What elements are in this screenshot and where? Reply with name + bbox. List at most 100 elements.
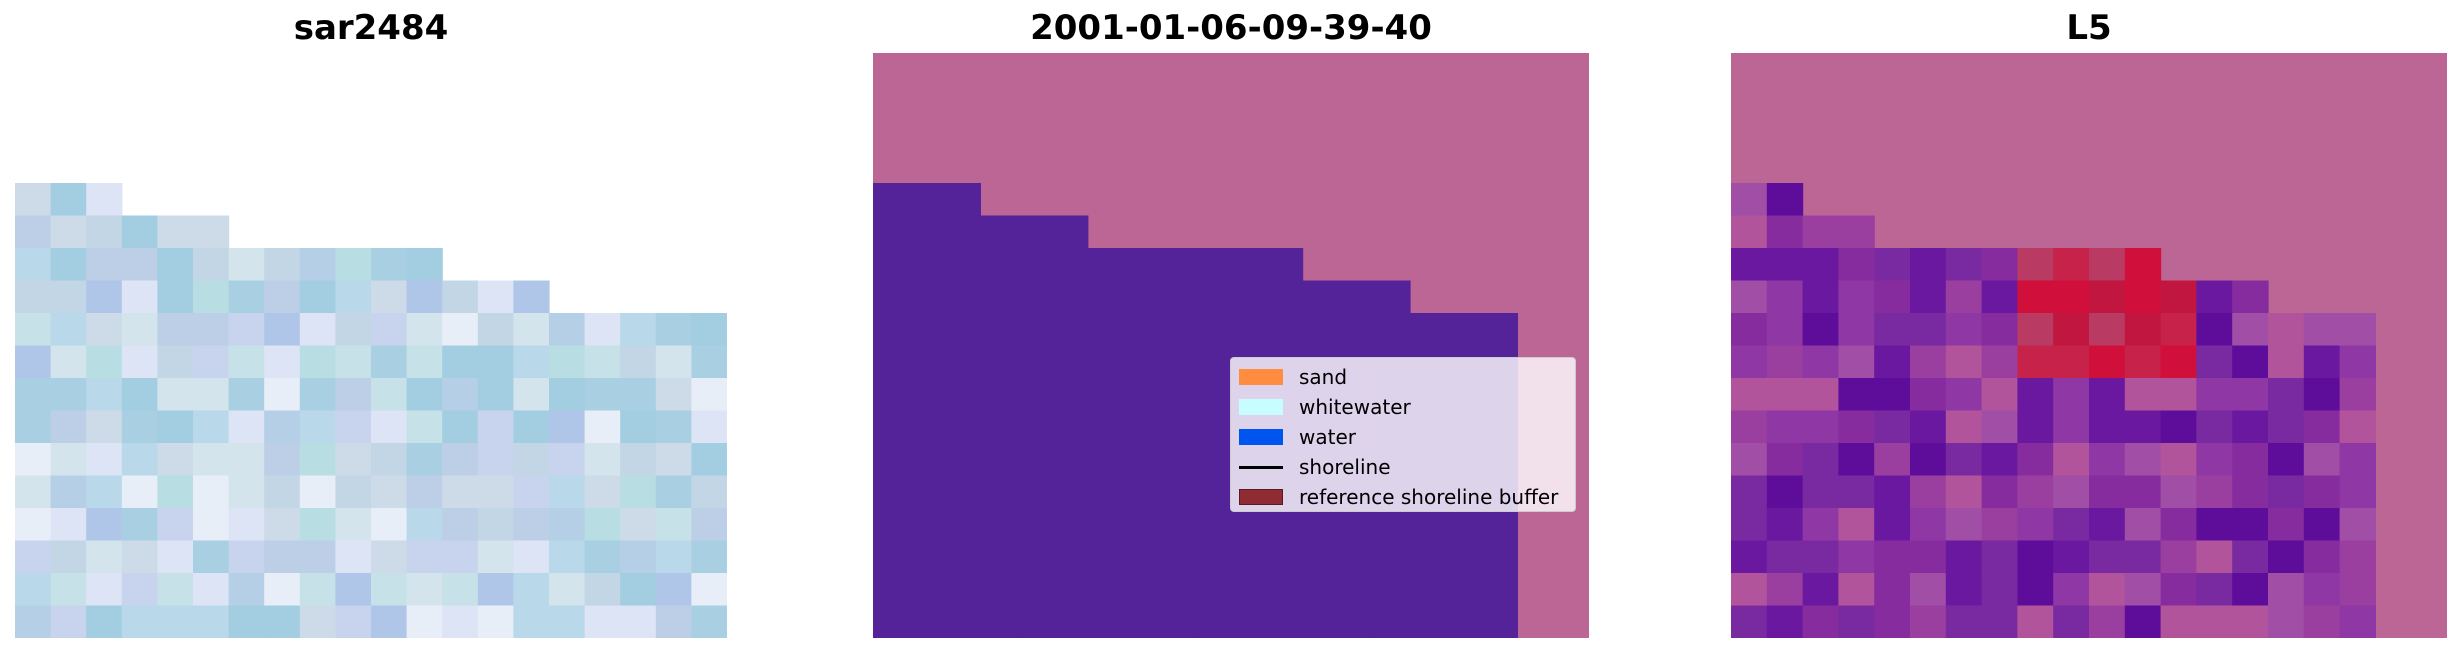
ndwi-pixel xyxy=(2053,605,2090,639)
rgb-pixel xyxy=(121,475,158,509)
rgb-pixel xyxy=(513,540,550,574)
rgb-pixel xyxy=(406,248,443,282)
rgb-pixel xyxy=(299,475,336,509)
ndwi-pixel xyxy=(1838,280,1875,314)
legend-item-shoreline: shoreline xyxy=(1237,452,1569,482)
rgb-pixel xyxy=(371,248,408,282)
rgb-pixel xyxy=(513,605,550,639)
rgb-pixel xyxy=(549,443,586,477)
rgb-pixel xyxy=(15,378,52,412)
ndwi-pixel xyxy=(2017,378,2054,412)
ndwi-pixel xyxy=(2160,345,2197,379)
ndwi-pixel xyxy=(1838,540,1875,574)
rgb-pixel xyxy=(371,345,408,379)
ndwi-pixel xyxy=(2160,378,2197,412)
ndwi-pixel xyxy=(2089,475,2126,509)
ndwi-pixel xyxy=(2160,443,2197,477)
ndwi-pixel xyxy=(1874,573,1911,607)
rgb-pixel xyxy=(691,508,728,542)
rgb-pixel xyxy=(691,573,728,607)
water-area xyxy=(908,183,946,638)
ndwi-pixel xyxy=(1838,248,1875,282)
ndwi-pixel xyxy=(1910,378,1947,412)
ndwi-pixel xyxy=(1945,248,1983,282)
ndwi-pixel xyxy=(2339,313,2376,347)
rgb-pixel xyxy=(193,378,230,412)
ndwi-pixel xyxy=(2089,280,2126,314)
rgb-pixel xyxy=(86,345,123,379)
ndwi-pixel xyxy=(2268,508,2305,542)
rgb-pixel xyxy=(584,508,621,542)
rgb-pixel xyxy=(121,248,158,282)
ndwi-pixel xyxy=(1731,508,1768,542)
ndwi-pixel xyxy=(1945,540,1983,574)
ndwi-pixel xyxy=(2303,313,2341,347)
rgb-pixel xyxy=(50,475,87,509)
ndwi-pixel xyxy=(1766,280,1804,314)
rgb-pixel xyxy=(549,573,586,607)
ndwi-pixel xyxy=(1731,410,1768,444)
ndwi-pixel xyxy=(1838,345,1875,379)
rgb-pixel xyxy=(15,508,52,542)
ndwi-pixel xyxy=(1910,345,1947,379)
ndwi-pixel xyxy=(2017,410,2054,444)
ndwi-pixel xyxy=(2017,248,2054,282)
ndwi-pixel xyxy=(2196,280,2233,314)
rgb-pixel xyxy=(371,540,408,574)
ndwi-pixel xyxy=(2196,508,2233,542)
rgb-pixel xyxy=(299,345,336,379)
rgb-pixel xyxy=(299,313,336,347)
rgb-pixel xyxy=(86,215,123,249)
ndwi-image-panel xyxy=(1731,53,2447,639)
rgb-pixel xyxy=(86,540,123,574)
rgb-pixel xyxy=(193,475,230,509)
rgb-pixel xyxy=(477,410,514,444)
ndwi-pixel xyxy=(2160,410,2197,444)
rgb-pixel xyxy=(620,313,657,347)
rgb-pixel xyxy=(228,508,265,542)
rgb-pixel xyxy=(157,378,194,412)
ndwi-pixel xyxy=(2303,540,2341,574)
legend-label: sand xyxy=(1299,365,1348,389)
classification-panel xyxy=(873,53,1589,638)
rgb-pixel xyxy=(335,475,372,509)
ndwi-pixel xyxy=(2339,378,2376,412)
ndwi-pixel xyxy=(2089,313,2126,347)
rgb-pixel xyxy=(371,410,408,444)
water-area xyxy=(1195,248,1232,638)
rgb-pixel xyxy=(50,508,87,542)
ndwi-pixel xyxy=(2196,378,2233,412)
ndwi-pixel xyxy=(1731,443,1768,477)
ndwi-pixel xyxy=(1945,475,1983,509)
ndwi-pixel xyxy=(2124,443,2162,477)
rgb-pixel xyxy=(86,378,123,412)
ndwi-pixel xyxy=(1945,313,1983,347)
rgb-pixel xyxy=(335,313,372,347)
ndwi-pixel xyxy=(1802,215,1839,249)
rgb-pixel xyxy=(50,573,87,607)
rgb-pixel xyxy=(477,345,514,379)
rgb-pixel xyxy=(620,540,657,574)
rgb-pixel xyxy=(335,508,372,542)
rgb-pixel xyxy=(442,540,479,574)
rgb-pixel xyxy=(228,443,265,477)
rgb-pixel xyxy=(228,313,265,347)
ndwi-pixel xyxy=(1981,345,2018,379)
ndwi-pixel xyxy=(2089,378,2126,412)
reference-buffer-swatch xyxy=(1239,489,1283,505)
ndwi-pixel xyxy=(1838,215,1875,249)
ndwi-pixel xyxy=(1945,605,1983,639)
ndwi-pixel xyxy=(1981,475,2018,509)
rgb-pixel xyxy=(477,508,514,542)
ndwi-pixel xyxy=(2339,540,2376,574)
rgb-pixel xyxy=(86,508,123,542)
ndwi-pixel xyxy=(2124,378,2162,412)
ndwi-pixel xyxy=(2053,378,2090,412)
rgb-pixel xyxy=(620,605,657,639)
rgb-pixel xyxy=(406,313,443,347)
rgb-pixel xyxy=(264,410,301,444)
rgb-pixel xyxy=(264,573,301,607)
ndwi-pixel xyxy=(1731,313,1768,347)
rgb-pixel xyxy=(86,410,123,444)
rgb-pixel xyxy=(299,280,336,314)
